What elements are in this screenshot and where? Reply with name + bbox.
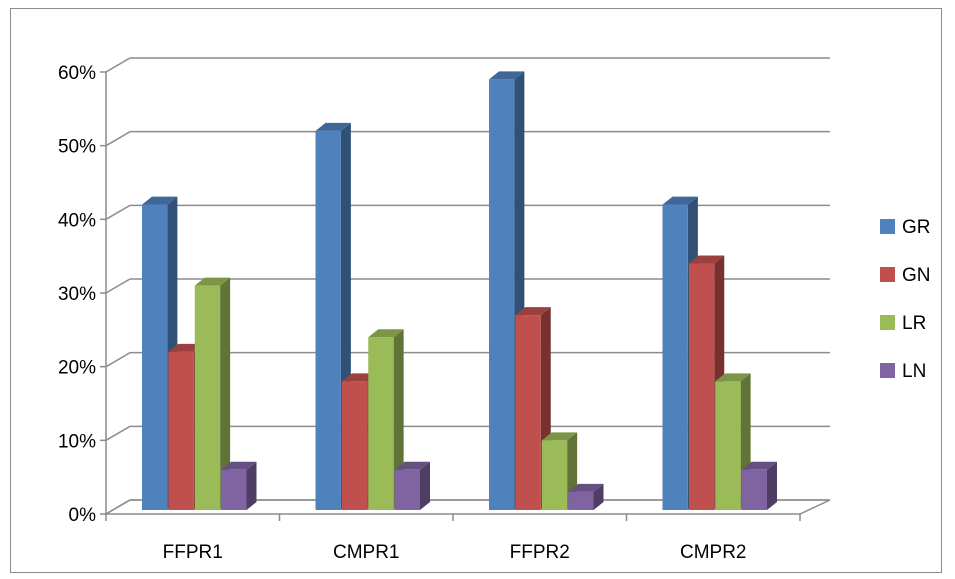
bar-top-gr: [662, 196, 698, 205]
bar-gn-ffpr2: [515, 315, 541, 510]
bar-gn-ffpr1: [168, 351, 194, 510]
bar-top-gr: [142, 196, 178, 205]
legend-swatch-gr: [880, 219, 895, 234]
gridline-depth: [105, 57, 131, 73]
bar-gr-ffpr1: [142, 204, 168, 510]
bar-side-ln: [593, 483, 604, 510]
bar-top-lr: [194, 277, 231, 286]
bar-top-gn: [688, 255, 725, 264]
y-tick-label: 40%: [58, 210, 96, 231]
bar-lr-ffpr1: [194, 285, 221, 510]
bar-gn-cmpr2: [688, 263, 715, 510]
bar-ln-cmpr2: [741, 469, 767, 510]
bar-top-ln: [741, 461, 777, 470]
bar-gr-cmpr2: [662, 204, 688, 510]
gridline-depth: [105, 425, 131, 441]
legend-swatch-gn: [880, 267, 895, 282]
legend-label-lr: LR: [902, 313, 926, 334]
bar-gr-ffpr2: [489, 79, 515, 510]
y-tick-label: 10%: [58, 431, 96, 452]
legend-label-gn: GN: [902, 265, 931, 286]
bar-ln-ffpr2: [568, 491, 594, 510]
legend-swatch-ln: [880, 363, 895, 378]
bar-top-lr: [541, 432, 578, 441]
bar-side-ln: [420, 461, 430, 510]
bar-ln-cmpr1: [394, 469, 420, 510]
bar-side-ln: [767, 461, 777, 510]
y-tick-label: 0%: [69, 505, 97, 526]
bar-top-lr: [715, 373, 751, 382]
bar-top-gn: [515, 307, 551, 316]
legend-label-gr: GR: [902, 217, 931, 238]
legend-swatch-lr: [880, 315, 895, 330]
bar-gr-cmpr1: [315, 130, 341, 510]
x-category-label: FFPR1: [163, 542, 223, 563]
bar-top-ln: [221, 461, 257, 470]
x-category-label: CMPR2: [680, 542, 747, 563]
bar-side-ln: [246, 461, 257, 510]
legend-label-ln: LN: [902, 361, 926, 382]
gridline-depth: [105, 204, 131, 220]
chart-floor: [103, 499, 831, 515]
x-category-label: CMPR1: [333, 542, 400, 563]
y-tick-label: 30%: [58, 284, 96, 305]
gridline-depth: [105, 278, 131, 294]
gridline-depth: [105, 131, 131, 147]
bar-lr-cmpr2: [715, 381, 741, 510]
gridline-depth: [105, 352, 131, 368]
bar-top-ln: [394, 461, 430, 470]
bar-top-ln: [568, 483, 604, 492]
bar-lr-cmpr1: [368, 337, 394, 510]
bar-top-gr: [489, 71, 525, 80]
bar-ln-ffpr1: [221, 469, 247, 510]
bar-gn-cmpr1: [341, 381, 368, 510]
bar-side-lr: [220, 277, 231, 510]
bar-top-lr: [368, 329, 404, 338]
x-category-label: FFPR2: [510, 542, 570, 563]
bar-lr-ffpr2: [541, 440, 568, 510]
y-tick-label: 20%: [58, 358, 96, 379]
y-tick-label: 50%: [58, 137, 96, 158]
bar-top-gr: [315, 122, 351, 131]
y-tick-label: 60%: [58, 63, 96, 84]
